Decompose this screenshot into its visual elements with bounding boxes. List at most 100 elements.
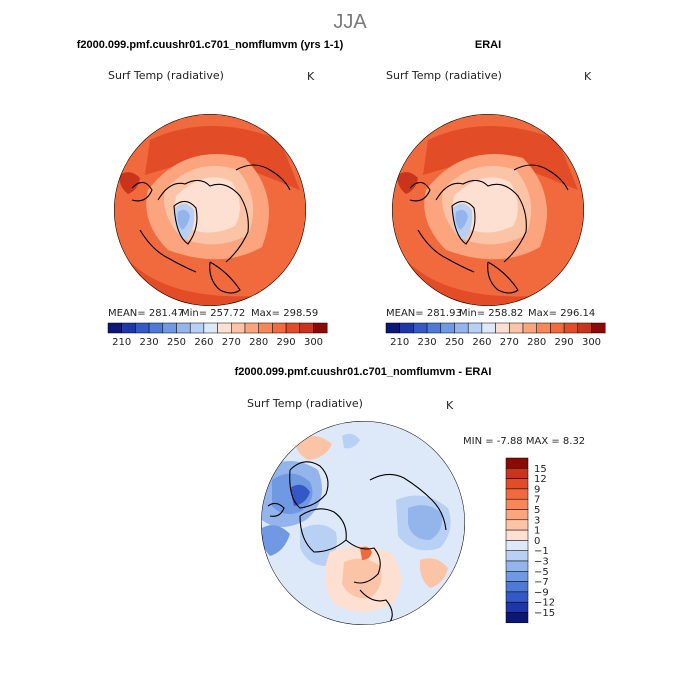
colorbar-swatch: [135, 322, 150, 334]
colorbar-swatch: [509, 322, 524, 334]
colorbar-tick-label: 230: [140, 337, 159, 348]
colorbar-tick-label: 280: [249, 337, 268, 348]
colorbar-tick-label: −1: [534, 546, 549, 557]
colorbar-tick-label: 5: [534, 505, 540, 516]
panel-model-colorbar: 210 230 250 260 270 280 290 300: [107, 322, 328, 348]
colorbar-tick-label: 290: [555, 337, 574, 348]
colorbar-tick-label: −5: [534, 567, 549, 578]
colorbar-tick-label: 300: [582, 337, 601, 348]
colorbar-swatch: [505, 529, 529, 541]
panel-erai-mean: MEAN= 281.93: [386, 308, 462, 319]
colorbar-swatch: [399, 322, 414, 334]
colorbar-swatch: [272, 322, 287, 334]
colorbar-tick-label: 230: [418, 337, 437, 348]
panel-model: f2000.099.pmf.cuushr01.c701_nomflumvm (y…: [77, 39, 344, 348]
colorbar-swatch: [107, 322, 122, 334]
panel-model-variable: Surf Temp (radiative): [108, 69, 224, 82]
colorbar-swatch: [505, 540, 529, 551]
panel-model-min: Min= 257.72: [181, 308, 245, 319]
colorbar-swatch: [505, 468, 529, 479]
colorbar-swatch: [505, 509, 529, 521]
panel-diff-variable: Surf Temp (radiative): [247, 397, 363, 410]
colorbar-swatch: [591, 322, 606, 334]
colorbar-tick-label: 250: [445, 337, 464, 348]
panel-erai-units: K: [584, 70, 592, 83]
colorbar-swatch: [162, 322, 177, 334]
colorbar-tick-label: 280: [527, 337, 546, 348]
colorbar-swatch: [505, 612, 529, 624]
colorbar-swatch: [505, 560, 529, 572]
colorbar-swatch: [505, 601, 529, 613]
colorbar-swatch: [505, 550, 529, 562]
colorbar-swatch: [189, 322, 205, 334]
colorbar-swatch: [454, 322, 469, 334]
colorbar-tick-label: 300: [304, 337, 323, 348]
panel-erai-variable: Surf Temp (radiative): [386, 69, 502, 82]
colorbar-swatch: [550, 322, 565, 334]
colorbar-swatch: [505, 478, 529, 490]
colorbar-swatch: [426, 322, 442, 334]
colorbar-swatch: [203, 322, 218, 334]
panel-diff-units: K: [446, 399, 454, 412]
colorbar-swatch: [505, 457, 529, 469]
colorbar-swatch: [121, 322, 136, 334]
panel-erai-header: ERAI: [475, 39, 501, 51]
colorbar-swatch: [258, 322, 273, 334]
colorbar-swatch: [244, 322, 259, 334]
panel-diff-minmax: MIN = -7.88 MAX = 8.32: [463, 436, 585, 447]
colorbar-tick-label: 250: [167, 337, 186, 348]
colorbar-tick-label: 260: [472, 337, 491, 348]
colorbar-swatch: [505, 498, 529, 510]
colorbar-swatch: [505, 571, 529, 582]
colorbar-swatch: [522, 322, 537, 334]
panel-diff: f2000.099.pmf.cuushr01.c701_nomflumvm - …: [235, 366, 585, 625]
colorbar-swatch: [505, 519, 529, 531]
colorbar-tick-label: 210: [390, 337, 409, 348]
colorbar-tick-label: −9: [534, 587, 549, 598]
colorbar-tick-label: 270: [222, 337, 241, 348]
colorbar-tick-label: 290: [277, 337, 296, 348]
colorbar-swatch: [505, 581, 529, 593]
colorbar-swatch: [505, 488, 529, 500]
colorbar-swatch: [481, 322, 496, 334]
colorbar-swatch: [299, 322, 314, 334]
colorbar-tick-label: 1: [534, 526, 540, 537]
colorbar-swatch: [148, 322, 164, 334]
colorbar-swatch: [385, 322, 400, 334]
colorbar-tick-label: −12: [534, 598, 555, 609]
panel-model-max: Max= 298.59: [251, 308, 318, 319]
colorbar-tick-label: 270: [500, 337, 519, 348]
panel-model-header: f2000.099.pmf.cuushr01.c701_nomflumvm (y…: [77, 39, 344, 51]
panel-diff-header: f2000.099.pmf.cuushr01.c701_nomflumvm - …: [235, 366, 492, 378]
colorbar-tick-label: 210: [112, 337, 131, 348]
colorbar-swatch: [440, 322, 455, 334]
colorbar-tick-label: −7: [534, 577, 549, 588]
colorbar-tick-label: 0: [534, 536, 540, 547]
colorbar-swatch: [231, 322, 246, 334]
colorbar-swatch: [505, 591, 529, 603]
panel-diff-coastlines: [267, 461, 447, 623]
colorbar-tick-label: 15: [534, 464, 547, 475]
panel-model-coastlines: [131, 164, 291, 294]
panel-diff-map: [261, 421, 465, 625]
figure-title: JJA: [333, 11, 367, 33]
colorbar-swatch: [495, 322, 510, 334]
panel-model-units: K: [307, 70, 315, 83]
colorbar-swatch: [285, 322, 301, 334]
colorbar-swatch: [176, 322, 191, 334]
colorbar-tick-label: 12: [534, 474, 547, 485]
colorbar-swatch: [313, 322, 328, 334]
colorbar-tick-label: 3: [534, 515, 540, 526]
colorbar-swatch: [467, 322, 483, 334]
colorbar-tick-label: −3: [534, 557, 549, 568]
panel-model-mean: MEAN= 281.47: [108, 308, 184, 319]
colorbar-tick-label: 260: [194, 337, 213, 348]
colorbar-swatch: [577, 322, 592, 334]
colorbar-swatch: [217, 322, 232, 334]
colorbar-tick-label: 9: [534, 484, 540, 495]
colorbar-tick-label: 7: [534, 495, 540, 506]
panel-erai-coastlines: [409, 164, 569, 294]
panel-model-map: [114, 114, 306, 306]
